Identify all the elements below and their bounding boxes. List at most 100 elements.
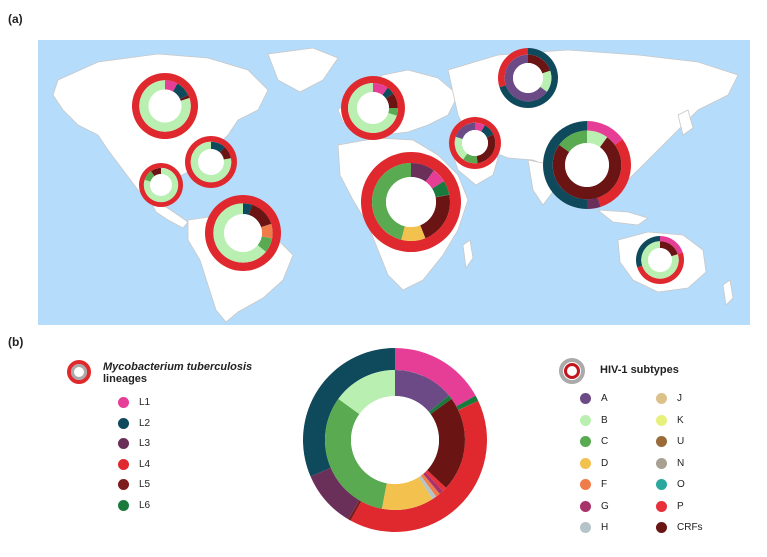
hiv-legend-title: HIV-1 subtypes (600, 364, 679, 376)
legend-label: P (677, 500, 684, 512)
region-8-outer-2 (587, 197, 601, 209)
color-swatch (580, 522, 591, 533)
color-swatch (656, 522, 667, 533)
region-3-inner-3 (257, 236, 273, 252)
legend-label: L5 (139, 479, 151, 490)
summary-donut (303, 348, 487, 532)
region-4-hole (357, 92, 389, 124)
region-8-inner-1 (552, 137, 622, 200)
region-5-inner-4 (454, 136, 468, 160)
hiv-legend-item-g: G (580, 500, 609, 512)
region-0-inner-1 (172, 83, 189, 99)
region-8-hole (565, 143, 609, 187)
color-swatch (656, 479, 667, 490)
tb-outer-segment-3 (348, 500, 362, 521)
legend-label: D (601, 457, 609, 469)
region-0-inner-2 (179, 95, 190, 101)
legend-label: N (677, 457, 685, 469)
region-9-outer-0 (660, 236, 683, 255)
color-swatch (656, 436, 667, 447)
region-5-hole (462, 130, 488, 156)
legend-label: H (601, 522, 609, 533)
region-6-inner-4 (401, 225, 426, 242)
color-swatch (118, 397, 129, 408)
region-4-inner-2 (385, 93, 398, 108)
hiv-inner-segment-6 (418, 475, 437, 500)
legend-label: C (601, 436, 609, 447)
tb-outer-segment-2 (350, 400, 487, 532)
hiv-inner-segment-5 (420, 473, 440, 497)
region-7-inner-2 (504, 54, 547, 102)
legend-label: L3 (139, 438, 151, 449)
new-zealand (722, 279, 734, 306)
legend-label: L6 (139, 499, 151, 511)
hiv-ring-icon (559, 358, 585, 384)
region-2-hole (150, 174, 172, 196)
region-3-inner-2 (261, 223, 273, 239)
color-swatch (118, 417, 129, 429)
panel-b-label: (b) (8, 335, 24, 349)
region-2-inner-1 (144, 171, 155, 182)
legend-label: U (677, 436, 685, 447)
hiv-inner-segment-4 (423, 472, 443, 494)
tb-outer-segment-1 (456, 395, 479, 411)
region-8-outer-1 (597, 139, 631, 207)
region-1-inner-1 (219, 147, 231, 160)
world-map (38, 40, 750, 325)
hiv-inner-segment-3 (425, 470, 447, 492)
region-6-inner-2 (432, 181, 450, 198)
tb-legend-item-l5: L5 (118, 479, 150, 490)
hiv-legend-item-n: N (656, 457, 685, 469)
color-swatch (656, 393, 667, 404)
hiv-legend-item-h: H (580, 522, 608, 533)
region-9-hole (648, 248, 672, 272)
color-swatch (118, 499, 129, 511)
color-swatch (656, 500, 667, 512)
legend-label: CRFs (677, 522, 703, 533)
tb-outer-segment-5 (303, 348, 395, 477)
legend-label: K (677, 414, 684, 426)
panel-a-label: (a) (8, 12, 23, 26)
legend-label: L2 (139, 417, 151, 429)
region-7-inner-1 (540, 70, 552, 92)
color-swatch (580, 457, 591, 469)
hiv-legend-item-u: U (656, 436, 684, 447)
region-5-inner-2 (476, 134, 496, 164)
tb-legend-item-l3: L3 (118, 438, 150, 449)
region-4-inner-0 (373, 83, 388, 96)
region-8-inner-2 (559, 130, 587, 153)
color-swatch (580, 414, 591, 426)
region-7-inner-0 (528, 54, 551, 74)
region-5-inner-5 (455, 122, 475, 139)
legend-label: A (601, 393, 608, 404)
color-swatch (118, 479, 129, 490)
hiv-legend-item-f: F (580, 479, 607, 490)
region-6-hole (386, 177, 436, 227)
region-4-inner-1 (382, 87, 394, 99)
legend-label: J (677, 393, 682, 404)
color-swatch (580, 479, 591, 490)
legend-label: L1 (139, 397, 151, 408)
hiv-inner-segment-2 (427, 398, 465, 488)
region-7-outer-1 (497, 48, 528, 88)
color-swatch (580, 500, 591, 512)
japan (677, 109, 694, 136)
donut-hole (351, 396, 439, 484)
hiv-legend-item-k: K (656, 414, 684, 426)
legend-label: O (677, 479, 685, 490)
region-8-inner-0 (587, 130, 608, 148)
region-8-outer-0 (587, 121, 623, 145)
hiv-legend-item-crfs: CRFs (656, 522, 703, 533)
region-2-inner-0 (143, 167, 179, 203)
legend-label: G (601, 500, 609, 512)
region-4-inner-4 (348, 83, 397, 133)
legend-label: F (601, 479, 608, 490)
central-america (149, 199, 189, 229)
hiv-legend-item-o: O (656, 479, 685, 490)
color-swatch (118, 458, 129, 470)
region-3-hole (224, 214, 262, 252)
tb-legend-title: Mycobacterium tuberculosis lineages (103, 361, 253, 385)
hiv-legend-item-j: J (656, 393, 682, 404)
region-1-inner-0 (211, 141, 225, 153)
region-4-inner-3 (388, 108, 398, 116)
